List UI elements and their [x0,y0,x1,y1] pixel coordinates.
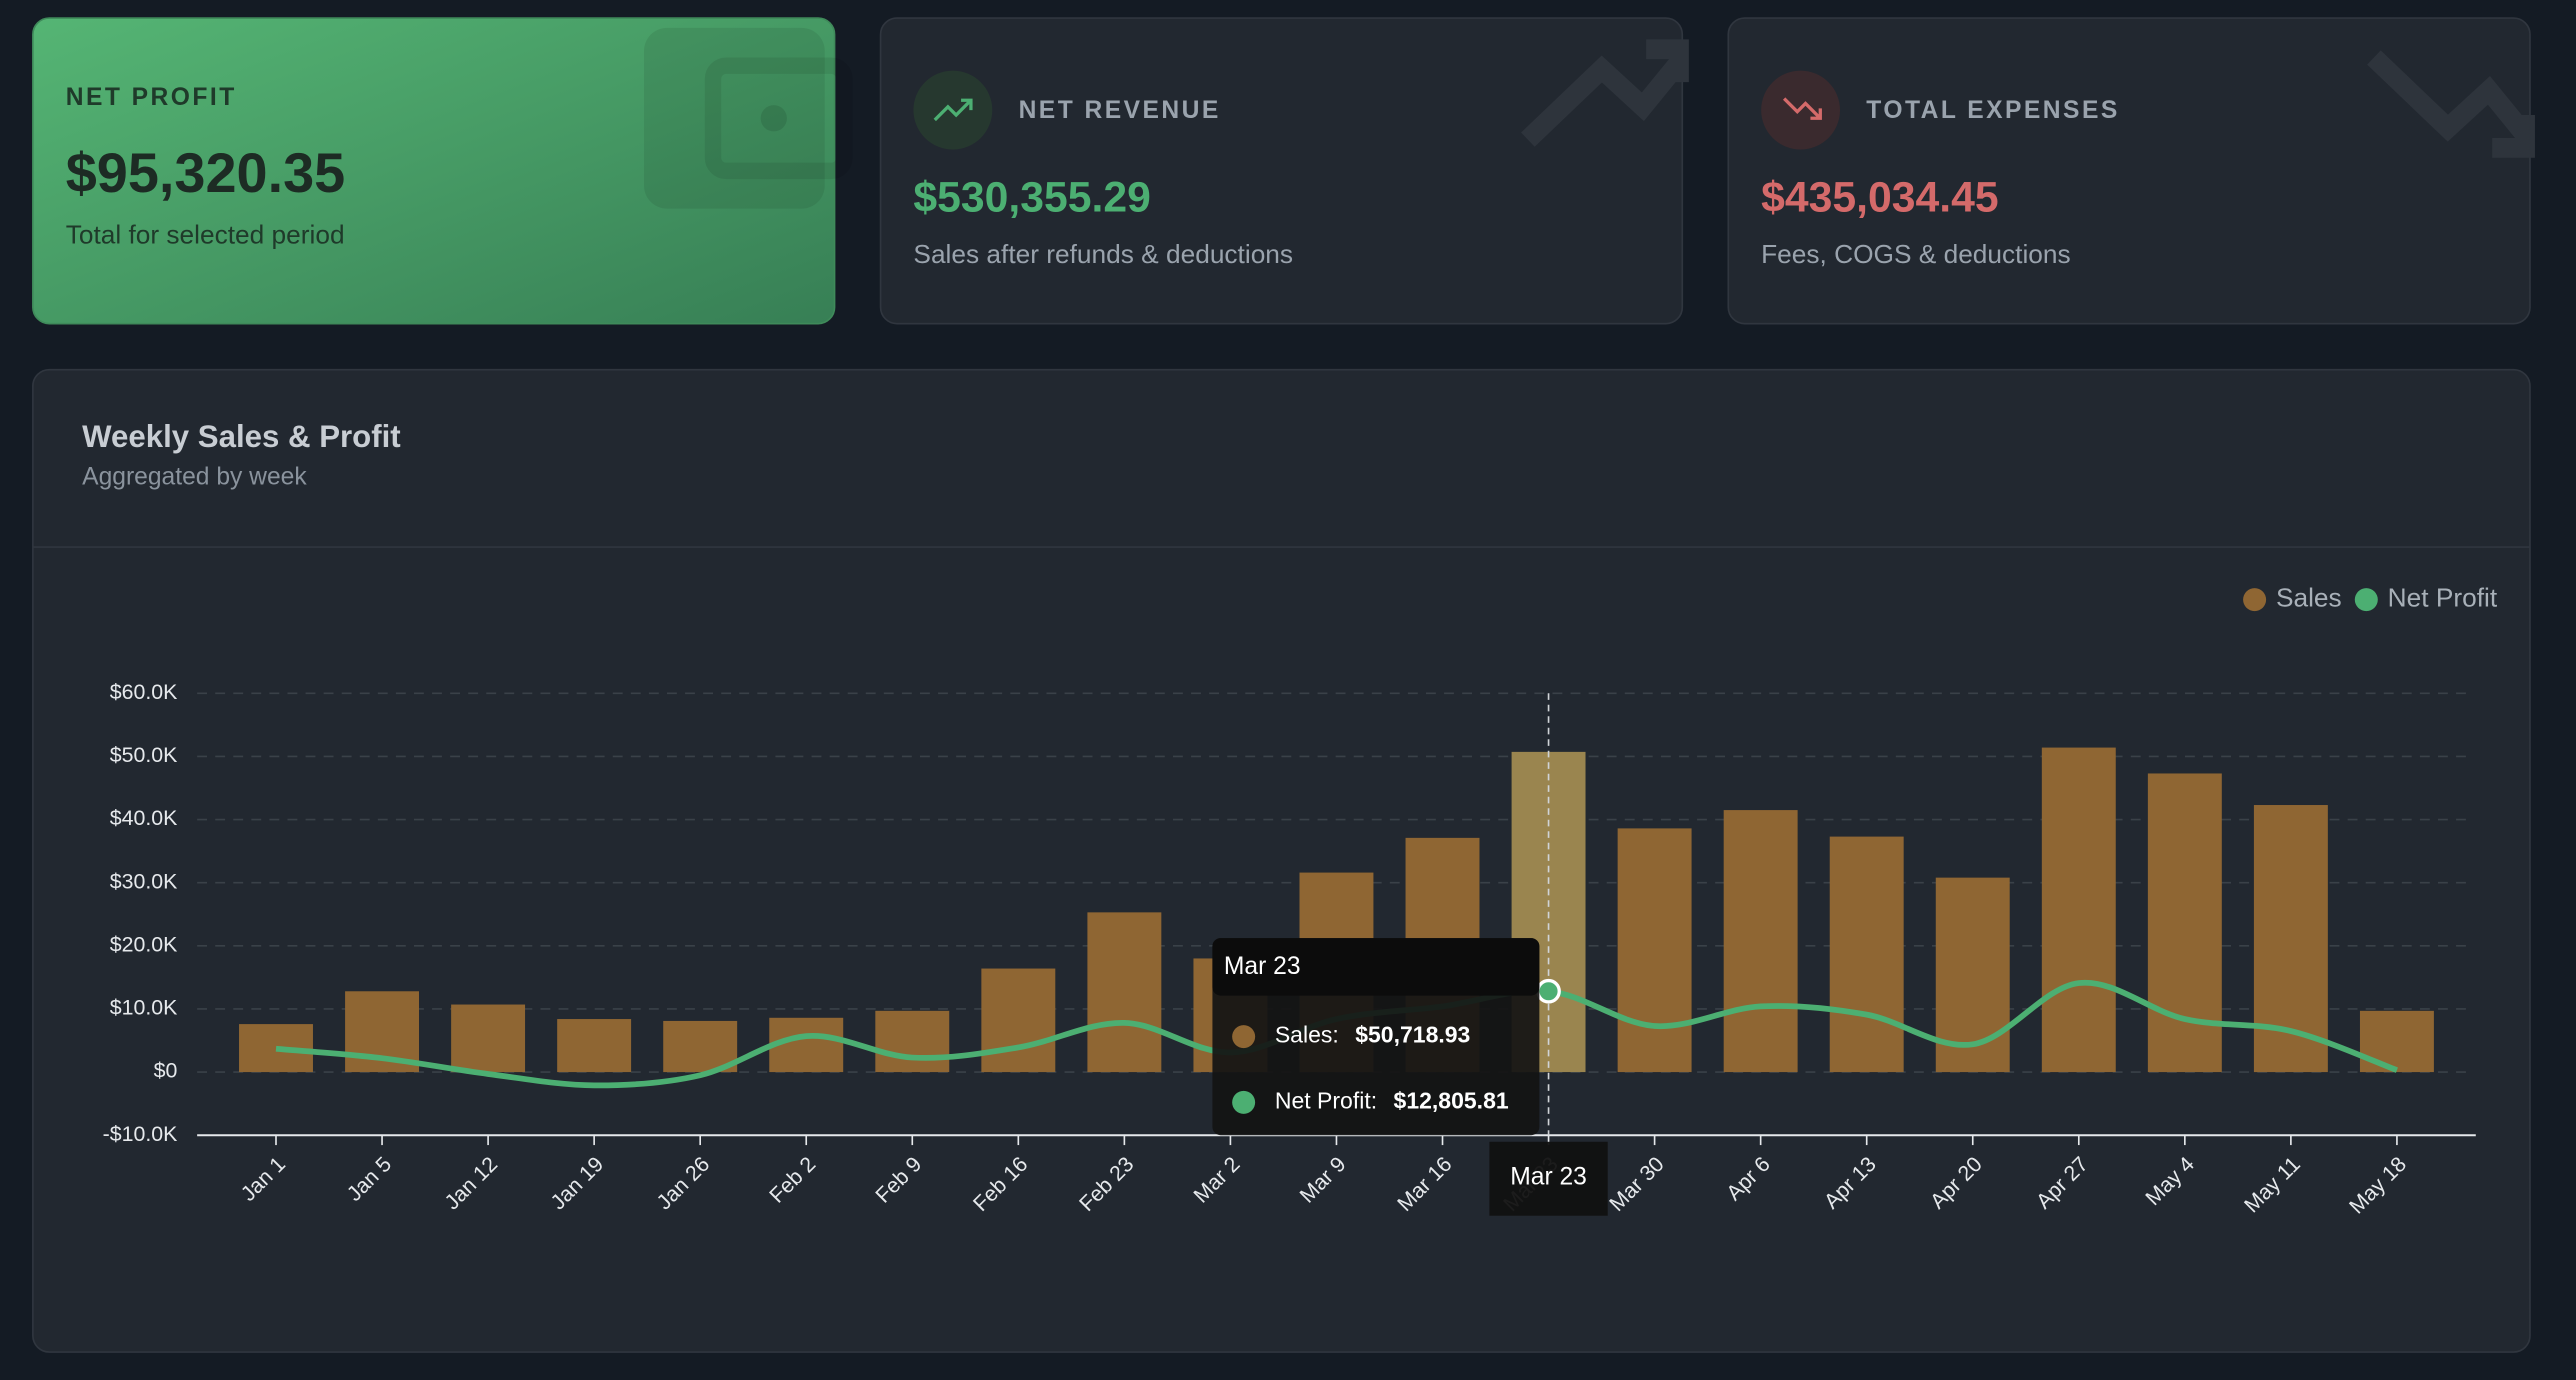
card-value: $530,355.29 [913,174,1150,222]
bar [1087,912,1162,1073]
trend-icon [1521,39,1689,147]
hover-point [1536,978,1561,1004]
tooltip-label: Net Profit: [1275,1087,1377,1113]
trend-icon [2367,50,2535,158]
bar [875,1010,950,1073]
bar [2359,1010,2434,1073]
crosshair-label-box [1489,1141,1608,1216]
y-tick-label: $10.0K [110,996,178,1020]
bar [1723,810,1798,1073]
bar [557,1019,632,1073]
card-label: TOTAL EXPENSES [1866,97,2119,124]
wallet-icon [704,57,853,180]
tooltip-header [1212,938,1540,996]
bar [1829,836,1904,1073]
crosshair-label: Mar 23 [1510,1163,1587,1190]
chart-panel [32,368,2531,1353]
tooltip-value: $12,805.81 [1394,1087,1509,1113]
y-tick-label: $30.0K [110,869,178,893]
tooltip-title: Mar 23 [1224,953,1301,980]
bar [663,1020,738,1073]
tooltip-marker [1232,1025,1256,1049]
trend-down-icon [1782,97,1822,120]
bar [769,1017,844,1073]
chart-subtitle: Aggregated by week [82,464,307,491]
legend-marker [2243,588,2267,612]
card-value: $435,034.45 [1761,174,1998,222]
bar [1617,828,1692,1073]
card [32,17,836,325]
bar [451,1004,526,1073]
bar [1935,877,2010,1073]
tooltip-value: $50,718.93 [1355,1022,1470,1048]
card [879,17,1684,325]
tooltip-label: Sales: [1275,1022,1339,1048]
chart-title: Weekly Sales & Profit [82,419,401,454]
card-note: Fees, COGS & deductions [1761,239,2071,269]
y-tick-label: $0 [154,1059,178,1083]
card-value: $95,320.35 [66,141,346,204]
y-tick-label: $50.0K [110,743,178,767]
card-note: Total for selected period [66,220,345,250]
legend-marker [2354,588,2378,612]
card-label: NET PROFIT [66,84,237,111]
bar [981,968,1056,1073]
card [1727,17,2531,325]
trend-up-icon [933,98,973,122]
legend-label: Sales [2276,583,2342,613]
y-tick-label: -$10.0K [103,1122,178,1146]
card-label: NET REVENUE [1019,97,1221,124]
bar [2041,747,2116,1073]
card-note: Sales after refunds & deductions [913,239,1293,269]
y-tick-label: $20.0K [110,932,178,956]
wallet-icon [760,105,787,132]
wallet-icon [644,27,825,209]
y-tick-label: $40.0K [110,806,178,830]
y-tick-label: $60.0K [110,680,178,704]
legend-label: Net Profit [2388,583,2498,613]
bar [2147,773,2222,1073]
tooltip-marker [1232,1090,1256,1114]
